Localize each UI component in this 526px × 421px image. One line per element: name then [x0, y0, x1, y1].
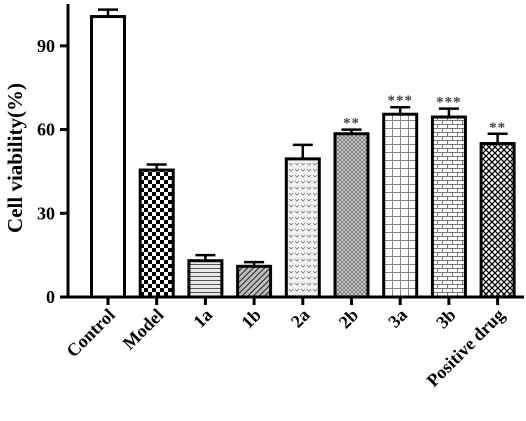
- bar-1a: [187, 259, 224, 299]
- bar-2b: [333, 132, 370, 299]
- y-tick-label: 90: [37, 36, 55, 56]
- x-tick-label: 2b: [335, 305, 363, 333]
- bar-positive-drug: [479, 142, 516, 299]
- y-tick-label: 0: [46, 287, 55, 307]
- x-tick-label: Model: [119, 305, 168, 354]
- bar-1b: [236, 264, 273, 299]
- x-tick-label: 3b: [432, 305, 460, 333]
- bar-3a: [382, 112, 419, 299]
- x-tick-label: 1b: [237, 305, 265, 333]
- significance-label: ***: [387, 93, 413, 109]
- y-tick-label: 30: [37, 203, 55, 223]
- y-axis-title: Cell viability(%): [3, 83, 27, 233]
- bar-model: [138, 168, 175, 299]
- x-tick-label: 1a: [189, 305, 216, 332]
- bar-control: [90, 15, 126, 299]
- significance-label: **: [489, 120, 506, 136]
- bar-3b: [430, 115, 467, 299]
- significance-label: **: [343, 116, 360, 132]
- x-tick-label: Control: [62, 305, 118, 361]
- y-tick-label: 60: [37, 120, 55, 140]
- x-tick-label: 3a: [384, 305, 411, 332]
- bar-2a: [284, 157, 321, 299]
- x-tick-label: 2a: [287, 305, 314, 332]
- significance-label: ***: [436, 95, 462, 111]
